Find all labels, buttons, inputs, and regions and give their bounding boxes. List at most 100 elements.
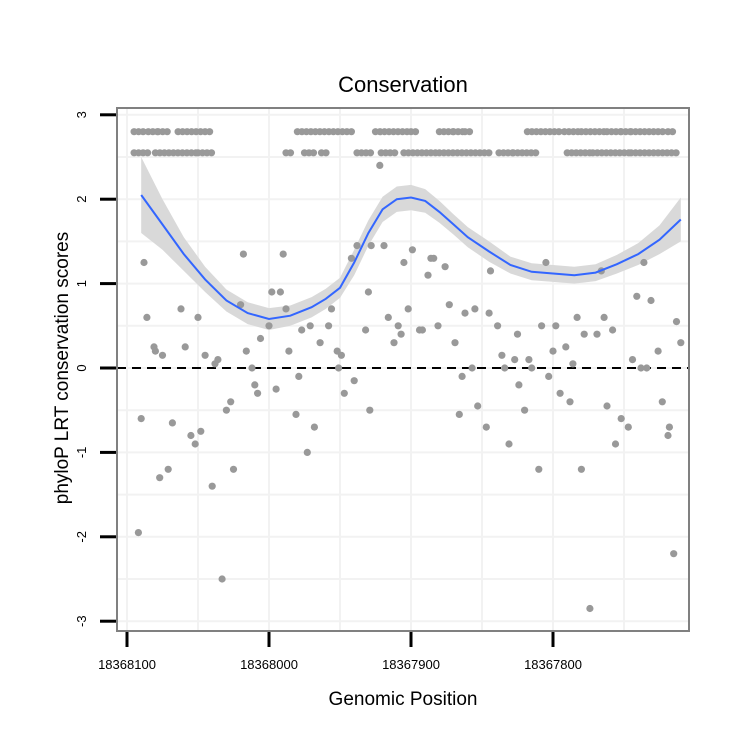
data-point (532, 149, 540, 157)
data-point (384, 313, 392, 321)
data-point (427, 254, 435, 262)
data-point (400, 258, 408, 267)
data-point (397, 330, 405, 338)
data-point (549, 347, 557, 355)
data-point (285, 347, 293, 355)
data-point (505, 440, 513, 448)
data-point (521, 406, 529, 414)
data-point (637, 364, 645, 372)
data-point (276, 288, 284, 296)
data-point (227, 398, 235, 406)
data-point (139, 128, 147, 136)
data-point (577, 465, 586, 473)
y-tick-label: 2 (74, 196, 89, 203)
data-point (237, 301, 245, 309)
data-point (404, 305, 412, 313)
data-point (254, 389, 262, 397)
data-point (555, 128, 563, 136)
data-point (207, 149, 216, 157)
data-point (633, 292, 641, 300)
data-point (347, 128, 355, 136)
data-point (366, 149, 375, 157)
data-point (347, 254, 355, 262)
data-point (600, 313, 608, 321)
y-tick-label: 3 (74, 111, 89, 118)
data-point (164, 465, 172, 473)
data-point (177, 305, 185, 313)
data-point (322, 149, 330, 157)
data-point (316, 339, 324, 347)
data-point (218, 575, 226, 583)
data-point (573, 313, 581, 321)
data-point (194, 313, 202, 321)
data-point (485, 149, 493, 157)
data-point (525, 356, 533, 364)
data-point (366, 406, 374, 414)
data-point (306, 322, 314, 330)
data-point (569, 360, 577, 368)
data-point (501, 364, 509, 372)
data-point (394, 322, 402, 330)
smooth-fit-line (140, 194, 682, 321)
data-point (197, 427, 205, 435)
x-tick-label: 18368000 (240, 657, 298, 672)
data-point (498, 351, 506, 359)
y-tick-label: 0 (74, 364, 89, 371)
data-point (603, 402, 611, 410)
data-point (168, 419, 176, 427)
data-point (677, 339, 685, 347)
data-point (465, 128, 474, 136)
data-point (528, 364, 536, 372)
data-point (609, 326, 617, 334)
data-point (486, 267, 495, 275)
plot-border (116, 107, 690, 632)
data-point (665, 423, 674, 431)
data-point (298, 326, 306, 334)
data-point (468, 364, 476, 372)
data-point (143, 313, 151, 321)
data-point (535, 465, 543, 473)
data-point (211, 360, 219, 368)
data-point (494, 322, 502, 330)
data-point (265, 322, 273, 330)
data-point (455, 410, 463, 418)
data-point (593, 330, 601, 338)
x-tick-label: 18368100 (98, 657, 156, 672)
data-point (390, 339, 398, 347)
data-point (163, 128, 171, 136)
data-point (451, 339, 459, 347)
data-point (191, 440, 199, 448)
y-axis-label: phyloP LRT conservation scores (52, 232, 73, 505)
x-tick-label: 18367800 (524, 657, 582, 672)
data-point (513, 330, 522, 338)
data-point (408, 246, 416, 254)
data-point (538, 322, 546, 330)
data-point (471, 305, 479, 313)
data-point (156, 474, 164, 482)
data-point (201, 351, 209, 359)
data-point (391, 149, 399, 157)
data-point (643, 364, 651, 372)
data-point (295, 372, 303, 380)
data-point (515, 381, 523, 389)
data-point (482, 423, 490, 431)
y-tick-label: -2 (74, 531, 89, 543)
data-point (242, 347, 250, 355)
data-point (617, 415, 625, 423)
data-point (658, 398, 666, 406)
y-tick-label: 1 (74, 280, 89, 287)
data-point (239, 250, 247, 258)
data-point (411, 128, 420, 136)
data-point (474, 402, 482, 410)
data-point (137, 415, 145, 423)
data-point (158, 351, 167, 359)
data-point (286, 149, 295, 157)
data-point (647, 296, 655, 305)
data-point (279, 250, 287, 258)
data-point (282, 305, 290, 313)
data-point (325, 322, 333, 330)
data-point (251, 381, 259, 389)
data-point (556, 389, 564, 397)
data-point (151, 347, 159, 355)
